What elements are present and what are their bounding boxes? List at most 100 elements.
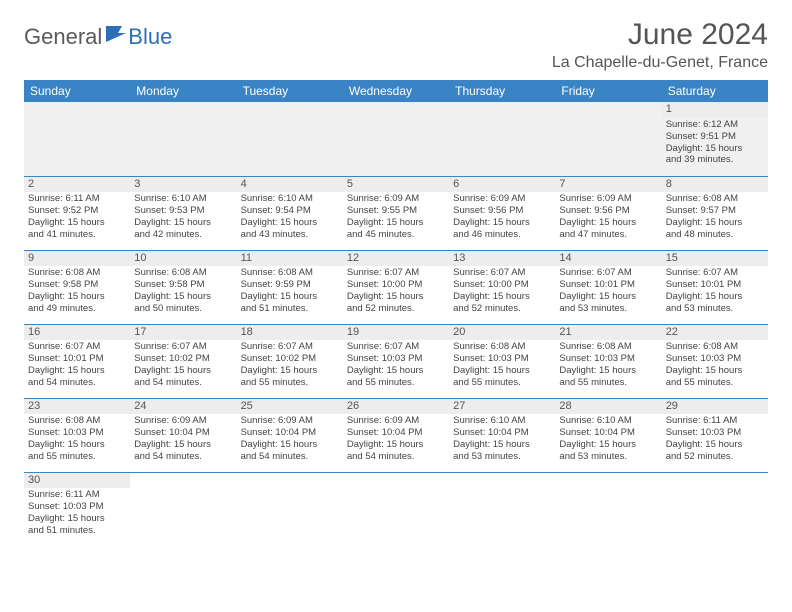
sunset-text: Sunset: 9:51 PM — [666, 131, 764, 143]
day-number: 12 — [343, 251, 449, 267]
day-cell: 23Sunrise: 6:08 AMSunset: 10:03 PMDaylig… — [24, 398, 130, 472]
daylight-text: Daylight: 15 hours — [453, 291, 551, 303]
sunset-text: Sunset: 9:58 PM — [134, 279, 232, 291]
daylight-text: Daylight: 15 hours — [666, 291, 764, 303]
sunset-text: Sunset: 9:55 PM — [347, 205, 445, 217]
logo-text-blue: Blue — [128, 24, 172, 50]
day-cell: 10Sunrise: 6:08 AMSunset: 9:58 PMDayligh… — [130, 250, 236, 324]
sunset-text: Sunset: 10:04 PM — [134, 427, 232, 439]
day-cell — [343, 472, 449, 546]
sunset-text: Sunset: 9:53 PM — [134, 205, 232, 217]
sunrise-text: Sunrise: 6:08 AM — [28, 267, 126, 279]
sunrise-text: Sunrise: 6:08 AM — [666, 341, 764, 353]
weekday-header: Monday — [130, 80, 236, 102]
sunset-text: Sunset: 10:03 PM — [559, 353, 657, 365]
sunset-text: Sunset: 10:04 PM — [347, 427, 445, 439]
sunset-text: Sunset: 10:03 PM — [453, 353, 551, 365]
daylight-text: and 53 minutes. — [559, 303, 657, 315]
sunset-text: Sunset: 10:00 PM — [347, 279, 445, 291]
day-number: 10 — [130, 251, 236, 267]
sunset-text: Sunset: 10:02 PM — [134, 353, 232, 365]
daylight-text: and 55 minutes. — [453, 377, 551, 389]
sunrise-text: Sunrise: 6:08 AM — [666, 193, 764, 205]
day-cell — [24, 102, 130, 176]
day-cell: 11Sunrise: 6:08 AMSunset: 9:59 PMDayligh… — [237, 250, 343, 324]
sunset-text: Sunset: 9:59 PM — [241, 279, 339, 291]
day-number: 21 — [555, 325, 661, 341]
day-cell: 15Sunrise: 6:07 AMSunset: 10:01 PMDaylig… — [662, 250, 768, 324]
daylight-text: and 55 minutes. — [241, 377, 339, 389]
sunset-text: Sunset: 9:54 PM — [241, 205, 339, 217]
day-number: 30 — [24, 473, 130, 489]
week-row: 1Sunrise: 6:12 AMSunset: 9:51 PMDaylight… — [24, 102, 768, 176]
daylight-text: and 54 minutes. — [28, 377, 126, 389]
day-cell: 26Sunrise: 6:09 AMSunset: 10:04 PMDaylig… — [343, 398, 449, 472]
week-row: 30Sunrise: 6:11 AMSunset: 10:03 PMDaylig… — [24, 472, 768, 546]
week-row: 23Sunrise: 6:08 AMSunset: 10:03 PMDaylig… — [24, 398, 768, 472]
sunrise-text: Sunrise: 6:09 AM — [134, 415, 232, 427]
sunset-text: Sunset: 9:56 PM — [453, 205, 551, 217]
daylight-text: Daylight: 15 hours — [241, 291, 339, 303]
day-cell: 5Sunrise: 6:09 AMSunset: 9:55 PMDaylight… — [343, 176, 449, 250]
sunset-text: Sunset: 9:56 PM — [559, 205, 657, 217]
sunrise-text: Sunrise: 6:10 AM — [241, 193, 339, 205]
daylight-text: Daylight: 15 hours — [347, 217, 445, 229]
header: General Blue June 2024 La Chapelle-du-Ge… — [24, 18, 768, 72]
daylight-text: and 42 minutes. — [134, 229, 232, 241]
day-number: 18 — [237, 325, 343, 341]
daylight-text: and 50 minutes. — [134, 303, 232, 315]
title-block: June 2024 La Chapelle-du-Genet, France — [552, 18, 768, 72]
sunrise-text: Sunrise: 6:07 AM — [28, 341, 126, 353]
sunrise-text: Sunrise: 6:08 AM — [559, 341, 657, 353]
daylight-text: Daylight: 15 hours — [134, 365, 232, 377]
logo-text-general: General — [24, 24, 102, 50]
day-cell: 20Sunrise: 6:08 AMSunset: 10:03 PMDaylig… — [449, 324, 555, 398]
daylight-text: and 39 minutes. — [666, 154, 764, 166]
daylight-text: and 55 minutes. — [28, 451, 126, 463]
sunset-text: Sunset: 10:03 PM — [28, 427, 126, 439]
sunrise-text: Sunrise: 6:09 AM — [347, 415, 445, 427]
daylight-text: Daylight: 15 hours — [347, 365, 445, 377]
day-cell: 8Sunrise: 6:08 AMSunset: 9:57 PMDaylight… — [662, 176, 768, 250]
sunrise-text: Sunrise: 6:11 AM — [28, 193, 126, 205]
sunrise-text: Sunrise: 6:11 AM — [666, 415, 764, 427]
sunset-text: Sunset: 10:03 PM — [28, 501, 126, 513]
daylight-text: and 54 minutes. — [134, 451, 232, 463]
day-number: 7 — [555, 177, 661, 193]
sunset-text: Sunset: 10:03 PM — [666, 427, 764, 439]
daylight-text: and 51 minutes. — [241, 303, 339, 315]
sunrise-text: Sunrise: 6:09 AM — [347, 193, 445, 205]
day-cell — [449, 472, 555, 546]
day-number: 9 — [24, 251, 130, 267]
daylight-text: Daylight: 15 hours — [241, 365, 339, 377]
day-number: 27 — [449, 399, 555, 415]
daylight-text: and 54 minutes. — [241, 451, 339, 463]
day-number: 16 — [24, 325, 130, 341]
day-cell: 30Sunrise: 6:11 AMSunset: 10:03 PMDaylig… — [24, 472, 130, 546]
daylight-text: and 55 minutes. — [347, 377, 445, 389]
daylight-text: and 53 minutes. — [559, 451, 657, 463]
day-number: 5 — [343, 177, 449, 193]
day-number: 24 — [130, 399, 236, 415]
weekday-header-row: Sunday Monday Tuesday Wednesday Thursday… — [24, 80, 768, 102]
day-number: 29 — [662, 399, 768, 415]
sunset-text: Sunset: 10:03 PM — [347, 353, 445, 365]
daylight-text: Daylight: 15 hours — [666, 143, 764, 155]
day-cell: 29Sunrise: 6:11 AMSunset: 10:03 PMDaylig… — [662, 398, 768, 472]
sunrise-text: Sunrise: 6:09 AM — [559, 193, 657, 205]
day-number: 11 — [237, 251, 343, 267]
month-title: June 2024 — [552, 18, 768, 52]
day-cell — [237, 102, 343, 176]
daylight-text: Daylight: 15 hours — [28, 365, 126, 377]
daylight-text: Daylight: 15 hours — [666, 439, 764, 451]
sunrise-text: Sunrise: 6:07 AM — [347, 267, 445, 279]
daylight-text: Daylight: 15 hours — [453, 439, 551, 451]
day-cell — [130, 102, 236, 176]
daylight-text: and 53 minutes. — [453, 451, 551, 463]
sunrise-text: Sunrise: 6:07 AM — [666, 267, 764, 279]
daylight-text: and 49 minutes. — [28, 303, 126, 315]
day-number: 19 — [343, 325, 449, 341]
day-cell: 25Sunrise: 6:09 AMSunset: 10:04 PMDaylig… — [237, 398, 343, 472]
weekday-header: Tuesday — [237, 80, 343, 102]
calendar-table: Sunday Monday Tuesday Wednesday Thursday… — [24, 80, 768, 546]
